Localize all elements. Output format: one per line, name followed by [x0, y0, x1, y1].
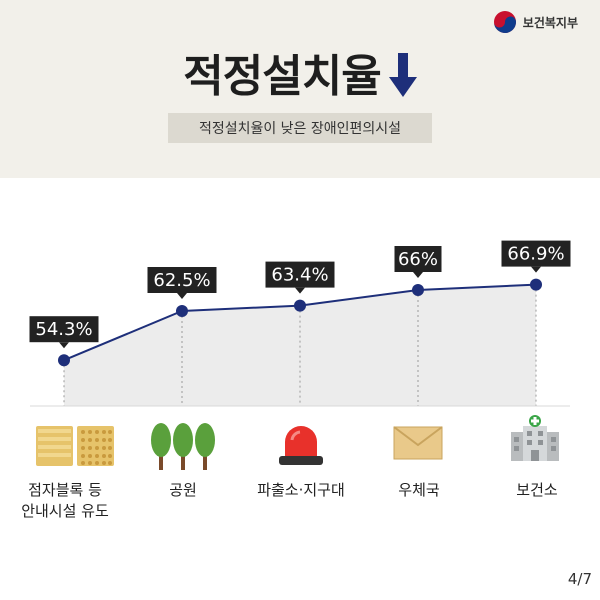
value-label-2: 63.4% — [271, 265, 328, 286]
ministry-logo: 보건복지부 — [493, 10, 578, 34]
value-label-bg-4 — [501, 240, 571, 267]
police-siren-icon — [279, 426, 323, 465]
braille-block-icon — [36, 426, 114, 466]
data-point-3 — [412, 284, 424, 296]
value-label-pointer-3 — [413, 272, 423, 278]
page-title: 적정설치율 — [183, 51, 381, 102]
data-point-2 — [294, 299, 306, 312]
value-label-pointer-0 — [59, 342, 69, 349]
page-indicator: 4/7 — [567, 570, 592, 588]
ministry-name: 보건복지부 — [522, 15, 578, 30]
title-area: 적정설치율 — [0, 40, 600, 104]
category-label-post: 우체국 — [398, 481, 440, 499]
header: 보건복지부 적정설치율 적정설치율이 낮은 장애인편의시설 — [0, 0, 600, 178]
category-label-park: 공원 — [169, 481, 197, 499]
data-point-1 — [176, 305, 188, 317]
taegeuk-icon — [493, 11, 516, 33]
arrow-down-icon — [388, 53, 417, 97]
value-label-1: 62.5% — [153, 270, 210, 291]
value-label-bg-1 — [147, 267, 217, 293]
category-label-health: 보건소 — [516, 481, 558, 499]
value-label-pointer-2 — [295, 287, 305, 294]
category-label-police: 파출소·지구대 — [257, 481, 345, 499]
post-envelope-icon — [393, 426, 443, 460]
value-label-pointer-4 — [531, 266, 541, 273]
value-label-bg-0 — [29, 316, 99, 343]
category-label-braille: 점자블록 등 안내시설 유도 — [21, 481, 109, 520]
line-chart: 54.3% 62.5% 63.4% 66% 66.9% — [29, 240, 571, 407]
value-label-bg-2 — [265, 261, 335, 288]
subtitle-box: 적정설치율이 낮은 장애인편의시설 — [168, 113, 432, 143]
subtitle: 적정설치율이 낮은 장애인편의시설 — [198, 121, 402, 137]
park-trees-icon — [151, 423, 215, 470]
value-label-bg-3 — [394, 246, 442, 272]
value-label-pointer-1 — [177, 293, 187, 299]
value-label-0: 54.3% — [35, 319, 92, 340]
health-center-icon — [511, 415, 559, 461]
value-label-4: 66.9% — [507, 244, 564, 265]
data-point-4 — [530, 278, 542, 291]
data-point-0 — [58, 354, 70, 367]
value-label-3: 66% — [398, 249, 438, 270]
